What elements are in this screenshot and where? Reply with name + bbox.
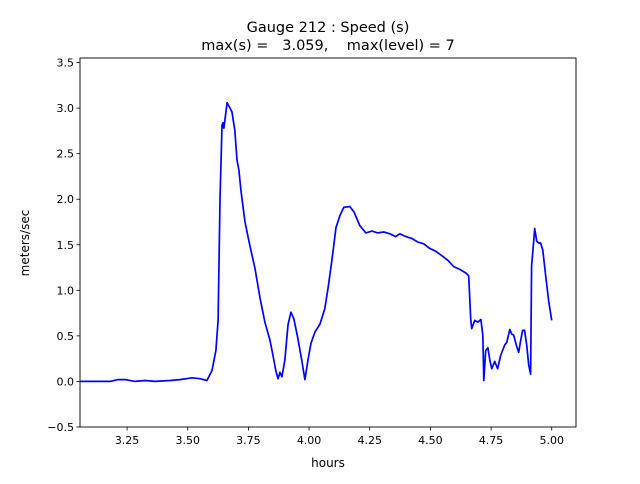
y-tick-label: 3.0 <box>57 102 75 115</box>
y-tick-label: 0.5 <box>57 330 75 343</box>
speed-series-line <box>80 101 553 383</box>
plot-frame <box>79 57 577 428</box>
x-tick-label: 4.25 <box>357 434 382 447</box>
y-tick-label: 1.0 <box>57 284 75 297</box>
y-tick-label: 2.0 <box>57 193 75 206</box>
x-axis-label: hours <box>311 456 345 470</box>
x-tick-label: 5.00 <box>539 434 564 447</box>
y-tick-label: 2.5 <box>57 148 75 161</box>
x-tick-label: 3.25 <box>115 434 140 447</box>
x-tick-label: 4.75 <box>479 434 504 447</box>
x-tick-label: 3.50 <box>175 434 200 447</box>
y-tick-label: 0.0 <box>57 375 75 388</box>
y-tick-label: −0.5 <box>47 421 74 434</box>
y-tick-label: 1.5 <box>57 239 75 252</box>
chart-title-line-2: max(s) = 3.059, max(level) = 7 <box>201 38 455 54</box>
y-axis-label: meters/sec <box>18 210 32 277</box>
y-tick-label: 3.5 <box>57 57 75 70</box>
x-tick-label: 4.50 <box>418 434 443 447</box>
chart-title-line-1: Gauge 212 : Speed (s) <box>247 20 410 36</box>
x-tick-label: 3.75 <box>236 434 261 447</box>
x-tick-label: 4.00 <box>297 434 322 447</box>
